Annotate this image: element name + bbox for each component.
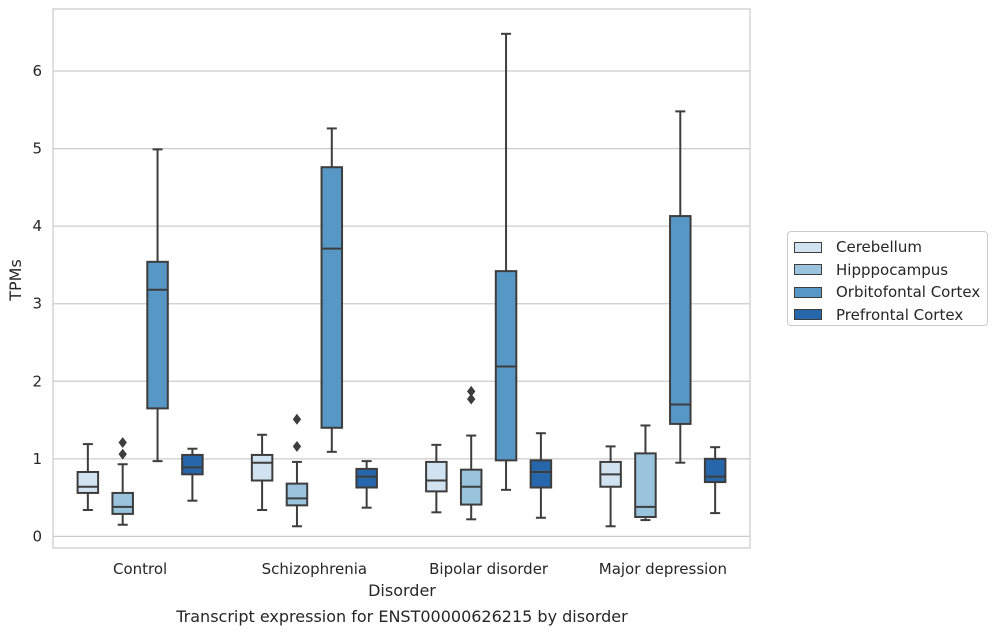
box (146, 260, 169, 410)
x-tick-labels: Control Schizophrenia Bipolar disorder Majo… (113, 560, 727, 578)
outlier-point (467, 393, 476, 405)
plot-area (53, 9, 750, 548)
box-orbitofontal-cortex (146, 148, 169, 463)
legend-swatch (794, 286, 822, 298)
box (320, 166, 344, 429)
y-tick-label: 2 (32, 372, 42, 390)
y-tick-label: 6 (32, 62, 42, 80)
grid-lines (53, 70, 750, 537)
legend-item: Prefrontal Cortex (794, 304, 987, 327)
box-orbitofontal-cortex (320, 127, 344, 453)
box (634, 452, 657, 518)
box-hipppocampus (634, 424, 657, 522)
box-prefrontal-cortex (181, 447, 204, 502)
legend-swatch (794, 264, 822, 276)
legend-item: Cerebellum (794, 236, 987, 259)
chart-title: Transcript expression for ENST0000062621… (175, 607, 628, 626)
outlier-point (118, 437, 127, 448)
x-tick-label: Schizophrenia (262, 560, 367, 578)
outlier-point (118, 448, 127, 460)
y-tick-label: 1 (32, 450, 42, 468)
legend-label: Cerebellum (836, 238, 922, 257)
box (425, 460, 448, 493)
box-hipppocampus (111, 437, 134, 526)
legend-label: Orbitofontal Cortex (836, 283, 981, 302)
box-cerebellum (425, 443, 448, 514)
legend-label: Hipppocampus (836, 260, 949, 279)
box-cerebellum (76, 443, 100, 511)
x-axis-label: Disorder (368, 581, 436, 600)
box-prefrontal-cortex (355, 460, 378, 509)
box (703, 457, 727, 484)
x-tick-label: Major depression (599, 560, 727, 578)
box-hipppocampus (285, 413, 309, 528)
y-tick-label: 5 (32, 140, 42, 158)
outlier-point (292, 413, 302, 425)
box-prefrontal-cortex (529, 432, 553, 519)
box (250, 453, 274, 482)
outlier-point (292, 440, 302, 452)
box (76, 470, 100, 494)
plot-frame (52, 8, 751, 549)
box-orbitofontal-cortex (494, 32, 518, 491)
legend: Cerebellum Hipppocampus Orbitofontal Corte… (787, 231, 988, 326)
y-tick-labels: 0 1 2 3 4 5 6 (32, 62, 42, 545)
box-orbitofontal-cortex (669, 110, 692, 464)
box (181, 453, 204, 476)
box (111, 491, 134, 515)
box-prefrontal-cortex (703, 446, 727, 515)
y-tick-label: 3 (32, 295, 42, 313)
box (355, 467, 378, 489)
legend-item: Orbitofontal Cortex (794, 281, 987, 304)
box-hipppocampus (459, 385, 483, 521)
box-layer (76, 32, 727, 528)
legend-swatch (794, 241, 822, 253)
outlier-point (467, 385, 476, 397)
legend-swatch (794, 309, 822, 321)
box (669, 215, 692, 425)
box-cerebellum (599, 445, 622, 528)
box (285, 482, 309, 507)
legend-item: Hipppocampus (794, 259, 987, 282)
y-tick-label: 0 (32, 527, 42, 545)
legend-label: Prefrontal Cortex (836, 305, 964, 324)
x-tick-label: Bipolar disorder (429, 560, 549, 578)
y-tick-label: 4 (32, 217, 42, 235)
y-axis-label: TPMs (6, 259, 25, 302)
box (529, 459, 553, 489)
box-cerebellum (250, 433, 274, 511)
x-tick-label: Control (113, 560, 167, 578)
